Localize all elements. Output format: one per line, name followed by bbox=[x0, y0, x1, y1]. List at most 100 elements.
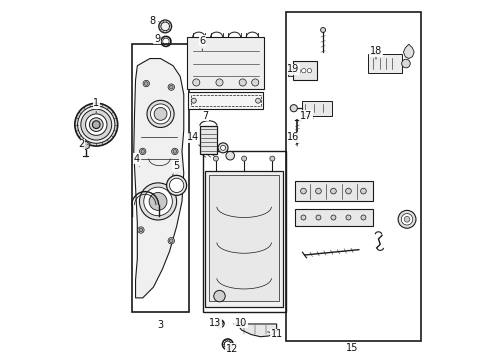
Circle shape bbox=[169, 177, 176, 183]
Circle shape bbox=[143, 187, 172, 216]
Circle shape bbox=[75, 103, 118, 146]
Circle shape bbox=[237, 321, 242, 326]
Bar bbox=[301, 101, 331, 116]
Bar bbox=[285, 12, 421, 341]
Circle shape bbox=[171, 178, 175, 182]
Circle shape bbox=[173, 150, 176, 153]
Text: 15: 15 bbox=[345, 343, 357, 353]
Circle shape bbox=[301, 68, 305, 73]
Circle shape bbox=[397, 210, 415, 228]
Text: 3: 3 bbox=[157, 320, 163, 330]
Circle shape bbox=[171, 148, 178, 155]
Circle shape bbox=[169, 239, 173, 243]
Text: 2: 2 bbox=[78, 139, 88, 149]
Circle shape bbox=[213, 291, 225, 302]
Circle shape bbox=[345, 188, 350, 194]
Text: 11: 11 bbox=[267, 329, 282, 339]
Text: 5: 5 bbox=[172, 161, 179, 176]
Text: 13: 13 bbox=[209, 318, 221, 328]
Circle shape bbox=[300, 188, 305, 194]
Circle shape bbox=[216, 79, 223, 86]
Circle shape bbox=[150, 104, 170, 124]
Bar bbox=[209, 175, 278, 301]
Circle shape bbox=[139, 228, 142, 232]
Circle shape bbox=[360, 188, 366, 194]
Circle shape bbox=[161, 22, 169, 31]
Circle shape bbox=[401, 213, 412, 225]
Circle shape bbox=[307, 68, 311, 73]
Text: 4: 4 bbox=[133, 154, 139, 167]
Circle shape bbox=[213, 156, 218, 161]
Bar bbox=[188, 93, 263, 109]
Circle shape bbox=[191, 98, 196, 103]
Polygon shape bbox=[134, 59, 183, 298]
Circle shape bbox=[330, 215, 335, 220]
Bar bbox=[191, 95, 260, 106]
Circle shape bbox=[139, 183, 176, 220]
Bar bbox=[367, 54, 401, 73]
Bar bbox=[132, 44, 189, 312]
Circle shape bbox=[169, 85, 173, 89]
Circle shape bbox=[255, 98, 260, 103]
Text: 8: 8 bbox=[149, 16, 159, 26]
Circle shape bbox=[192, 79, 200, 86]
Circle shape bbox=[141, 150, 144, 153]
Text: 17: 17 bbox=[299, 111, 312, 121]
Bar bbox=[292, 62, 317, 80]
Circle shape bbox=[220, 145, 225, 150]
Circle shape bbox=[85, 114, 107, 135]
Circle shape bbox=[92, 121, 100, 129]
Circle shape bbox=[315, 215, 320, 220]
Circle shape bbox=[168, 238, 174, 244]
Circle shape bbox=[149, 193, 166, 210]
Circle shape bbox=[159, 20, 171, 33]
Text: 9: 9 bbox=[154, 33, 163, 44]
Polygon shape bbox=[233, 324, 276, 337]
Circle shape bbox=[300, 215, 305, 220]
Circle shape bbox=[360, 215, 365, 220]
Circle shape bbox=[290, 105, 297, 112]
Circle shape bbox=[169, 178, 183, 193]
Circle shape bbox=[218, 143, 227, 153]
Circle shape bbox=[81, 109, 111, 140]
Bar bbox=[287, 68, 292, 76]
Circle shape bbox=[154, 108, 166, 120]
Text: 10: 10 bbox=[234, 318, 246, 328]
Bar bbox=[294, 208, 372, 226]
Text: 12: 12 bbox=[225, 343, 238, 354]
Text: 6: 6 bbox=[199, 36, 205, 51]
Circle shape bbox=[287, 70, 292, 74]
Bar bbox=[294, 181, 372, 202]
Circle shape bbox=[404, 216, 409, 222]
Text: 16: 16 bbox=[287, 132, 299, 146]
Circle shape bbox=[269, 156, 274, 161]
Circle shape bbox=[251, 79, 258, 86]
Bar bbox=[187, 37, 264, 89]
Circle shape bbox=[218, 321, 222, 326]
Circle shape bbox=[225, 152, 234, 160]
Polygon shape bbox=[81, 141, 89, 150]
Circle shape bbox=[138, 227, 144, 233]
Text: 7: 7 bbox=[200, 109, 208, 121]
Polygon shape bbox=[403, 44, 413, 59]
Circle shape bbox=[330, 188, 336, 194]
Circle shape bbox=[147, 100, 174, 127]
Circle shape bbox=[78, 106, 115, 143]
Circle shape bbox=[295, 68, 300, 73]
Circle shape bbox=[143, 80, 149, 87]
Bar bbox=[200, 126, 217, 154]
Bar bbox=[203, 152, 285, 312]
Circle shape bbox=[89, 118, 103, 131]
Circle shape bbox=[166, 175, 186, 195]
Circle shape bbox=[168, 84, 174, 90]
Circle shape bbox=[401, 59, 409, 68]
Text: 18: 18 bbox=[369, 46, 381, 59]
Text: 14: 14 bbox=[186, 132, 200, 146]
Circle shape bbox=[315, 188, 321, 194]
Text: 1: 1 bbox=[93, 98, 99, 113]
Text: 19: 19 bbox=[287, 64, 300, 74]
Polygon shape bbox=[236, 320, 243, 328]
Circle shape bbox=[144, 82, 148, 85]
Circle shape bbox=[345, 215, 350, 220]
Circle shape bbox=[320, 27, 325, 32]
